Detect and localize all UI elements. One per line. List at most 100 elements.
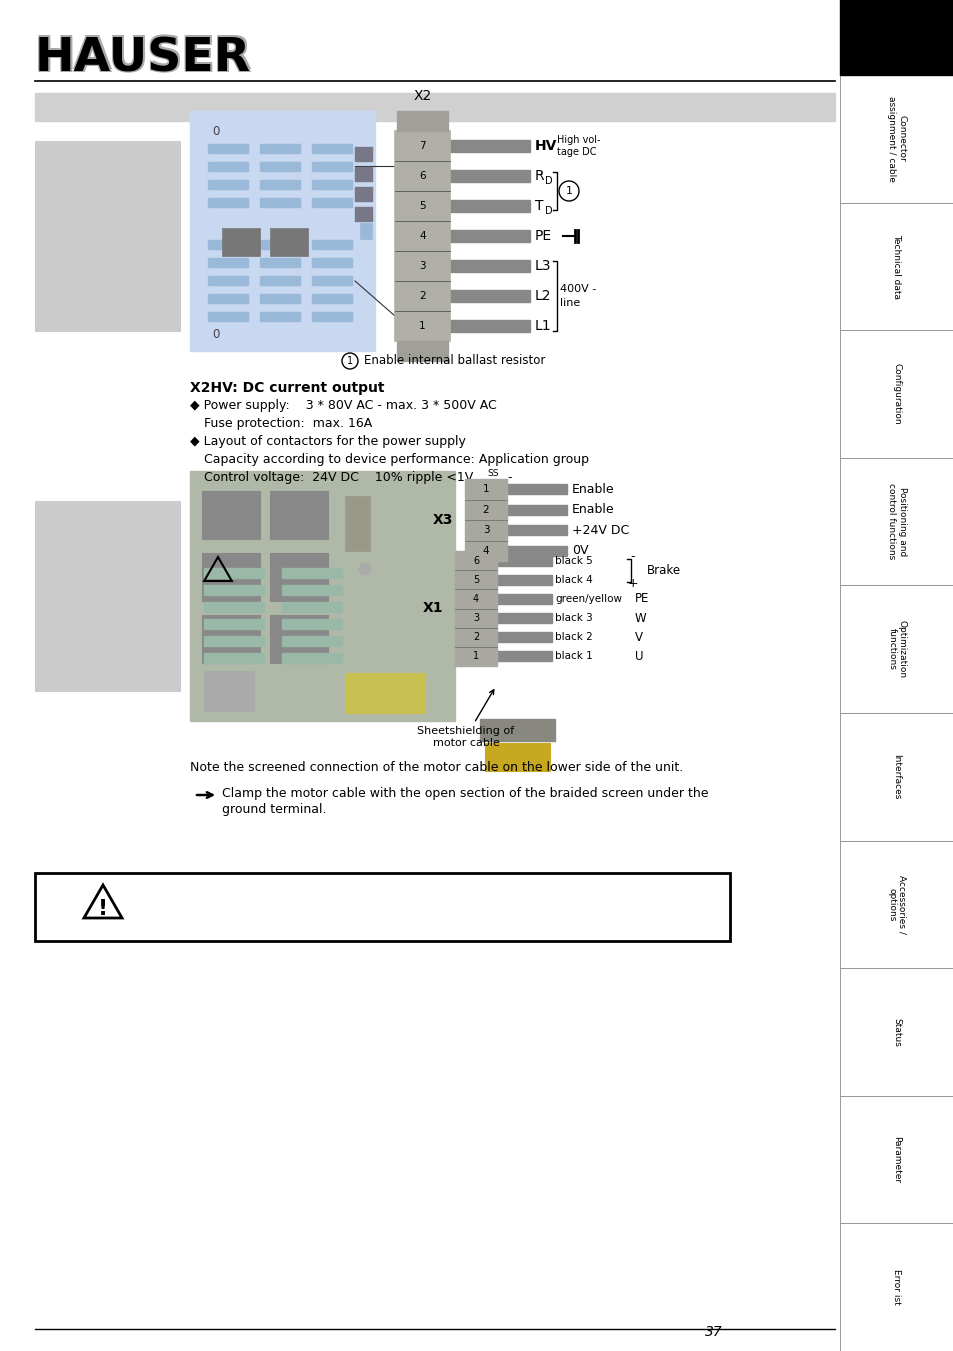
Bar [506,546,566,555]
Bar [506,484,566,494]
Text: +24V DC: +24V DC [572,524,629,536]
Text: 1: 1 [418,322,425,331]
Bar [355,207,372,222]
Bar [395,131,450,340]
Bar [497,632,552,642]
Text: L2: L2 [535,289,551,303]
Text: 1: 1 [347,357,353,366]
Text: Connector
assignment / cable: Connector assignment / cable [886,96,905,182]
Text: black 1: black 1 [555,651,592,662]
Bar [484,743,550,771]
Text: 0V: 0V [572,544,588,557]
Bar [312,180,352,189]
Bar [359,223,372,239]
Bar [840,1096,953,1224]
Text: 37: 37 [704,1325,722,1339]
Text: High vol-: High vol- [557,135,599,145]
Text: HV: HV [535,139,557,153]
Bar [260,180,299,189]
Bar [204,619,264,630]
Text: HAUSER: HAUSER [33,38,250,82]
Bar [497,574,552,585]
Bar [497,594,552,604]
Text: V: V [635,631,642,643]
Text: Enable: Enable [572,482,614,496]
Text: R: R [535,169,544,182]
Text: Status: Status [892,1017,901,1047]
Bar [35,141,180,331]
Text: HAUSER: HAUSER [36,38,253,82]
Bar [282,603,341,612]
Bar [312,162,352,172]
Text: 5: 5 [418,201,425,211]
Text: 2: 2 [418,290,425,301]
Text: Error ist: Error ist [892,1270,901,1305]
Text: Technical data: Technical data [892,234,901,299]
Text: 0: 0 [212,328,219,340]
Text: 4: 4 [482,546,489,555]
Bar [270,228,308,255]
Bar [396,111,448,131]
Text: -: - [630,550,635,563]
Bar [270,615,328,663]
Text: Control voltage:  24V DC    10% ripple <1V: Control voltage: 24V DC 10% ripple <1V [204,471,473,484]
Bar [450,170,530,182]
Bar [312,240,352,249]
Bar [270,490,328,539]
Text: 1: 1 [482,484,489,494]
Bar [282,653,341,663]
Bar [260,199,299,207]
Bar [208,162,248,172]
Text: L3: L3 [535,259,551,273]
Bar [260,240,299,249]
Bar [282,636,341,646]
Text: PE: PE [535,230,552,243]
Text: green/yellow: green/yellow [555,594,621,604]
Bar [35,501,180,690]
Text: 1: 1 [473,651,478,662]
Text: ◆ Layout of contactors for the power supply: ◆ Layout of contactors for the power sup… [190,435,465,449]
Bar [282,567,341,578]
Bar [204,603,264,612]
Bar [260,162,299,172]
Text: Positioning and
control functions: Positioning and control functions [886,484,905,559]
Bar [312,312,352,322]
Bar [35,873,729,942]
Text: PE: PE [635,593,649,605]
Bar [202,490,260,539]
Bar [840,1224,953,1351]
Text: Enable: Enable [572,504,614,516]
Text: 4: 4 [418,231,425,240]
Text: Clamp the motor cable with the open section of the braided screen under the: Clamp the motor cable with the open sect… [222,788,708,800]
Bar [204,636,264,646]
Text: Fuse protection:  max. 16A: Fuse protection: max. 16A [204,417,372,430]
Bar [455,551,497,666]
Bar [204,567,264,578]
Text: 2: 2 [482,505,489,515]
Bar [840,585,953,713]
Bar [282,619,341,630]
Bar [506,526,566,535]
Bar [202,553,260,601]
Bar [840,840,953,969]
Bar [840,0,953,76]
Text: SS: SS [486,469,498,478]
Bar [840,713,953,840]
Bar [840,330,953,458]
Text: 3: 3 [418,261,425,272]
Text: !: ! [98,898,108,919]
Bar [190,111,375,351]
Text: 3: 3 [482,526,489,535]
Bar [260,258,299,267]
Bar [497,651,552,662]
Bar [208,199,248,207]
Text: W: W [635,612,646,624]
Bar [396,340,448,361]
Bar [260,295,299,303]
Bar [355,168,372,181]
Text: -: - [503,471,512,484]
Bar [497,613,552,623]
Bar [345,673,424,713]
Text: 0: 0 [212,126,219,138]
Bar [204,653,264,663]
